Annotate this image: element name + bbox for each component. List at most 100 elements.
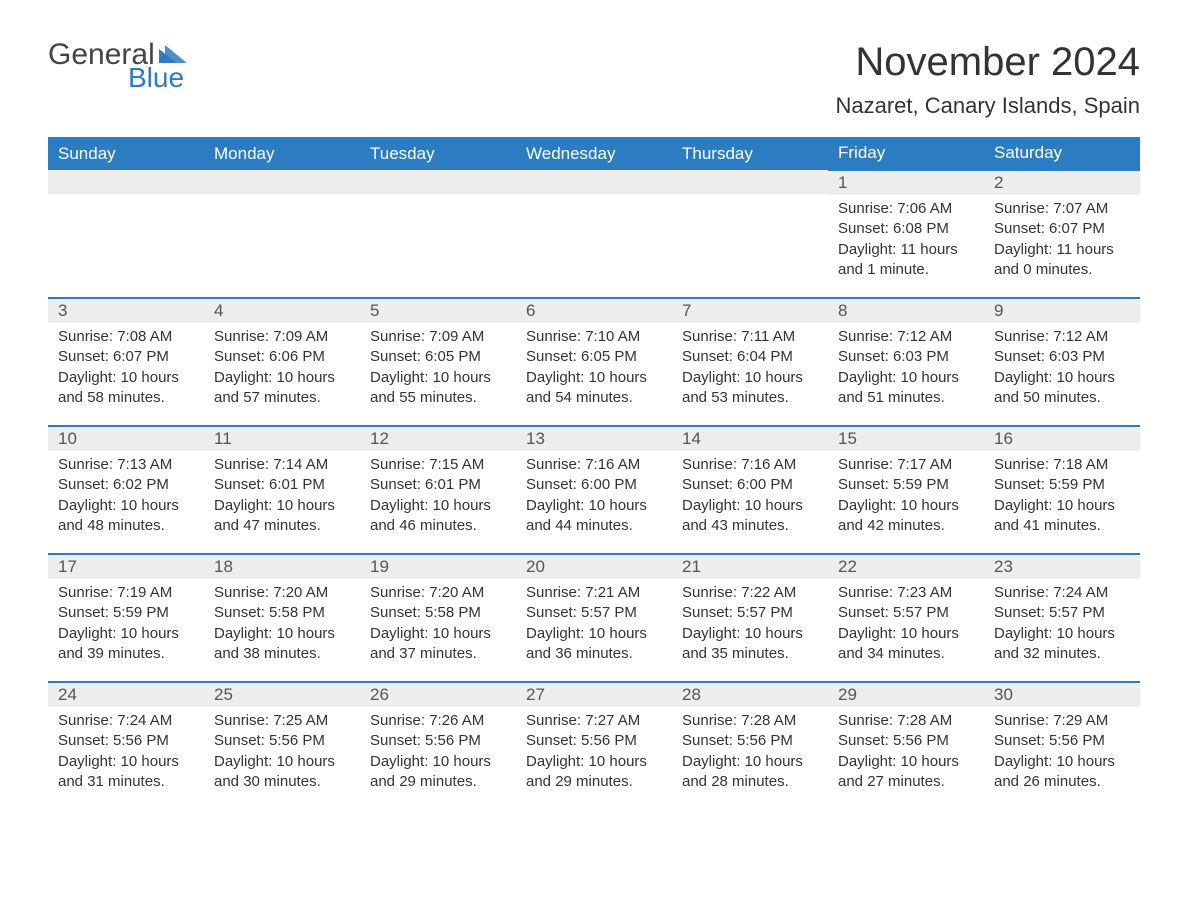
calendar-day-cell: 18Sunrise: 7:20 AMSunset: 5:58 PMDayligh… [204, 554, 360, 682]
sunrise-text: Sunrise: 7:28 AM [682, 711, 818, 731]
calendar-day-cell: 11Sunrise: 7:14 AMSunset: 6:01 PMDayligh… [204, 426, 360, 554]
day-number: 8 [828, 299, 984, 323]
sunrise-text: Sunrise: 7:14 AM [214, 455, 350, 475]
sunset-text: Sunset: 5:57 PM [526, 603, 662, 623]
day-number: 17 [48, 555, 204, 579]
sunrise-text: Sunrise: 7:25 AM [214, 711, 350, 731]
sunset-text: Sunset: 6:07 PM [58, 347, 194, 367]
sunset-text: Sunset: 5:56 PM [994, 731, 1130, 751]
sunrise-text: Sunrise: 7:17 AM [838, 455, 974, 475]
location: Nazaret, Canary Islands, Spain [836, 93, 1141, 119]
day-details: Sunrise: 7:11 AMSunset: 6:04 PMDaylight:… [672, 323, 828, 416]
calendar-week-row: 17Sunrise: 7:19 AMSunset: 5:59 PMDayligh… [48, 554, 1140, 682]
sunrise-text: Sunrise: 7:20 AM [370, 583, 506, 603]
sunrise-text: Sunrise: 7:10 AM [526, 327, 662, 347]
day-details: Sunrise: 7:27 AMSunset: 5:56 PMDaylight:… [516, 707, 672, 800]
empty-day-bar [360, 170, 516, 194]
day-details: Sunrise: 7:28 AMSunset: 5:56 PMDaylight:… [672, 707, 828, 800]
sunrise-text: Sunrise: 7:20 AM [214, 583, 350, 603]
day-number: 20 [516, 555, 672, 579]
daylight-text: Daylight: 10 hours and 43 minutes. [682, 496, 818, 537]
daylight-text: Daylight: 10 hours and 37 minutes. [370, 624, 506, 665]
day-number: 21 [672, 555, 828, 579]
daylight-text: Daylight: 10 hours and 50 minutes. [994, 368, 1130, 409]
daylight-text: Daylight: 10 hours and 39 minutes. [58, 624, 194, 665]
day-details: Sunrise: 7:17 AMSunset: 5:59 PMDaylight:… [828, 451, 984, 544]
day-details: Sunrise: 7:14 AMSunset: 6:01 PMDaylight:… [204, 451, 360, 544]
calendar-day-cell [516, 170, 672, 298]
calendar-day-cell: 28Sunrise: 7:28 AMSunset: 5:56 PMDayligh… [672, 682, 828, 810]
day-details: Sunrise: 7:25 AMSunset: 5:56 PMDaylight:… [204, 707, 360, 800]
sunset-text: Sunset: 6:05 PM [526, 347, 662, 367]
daylight-text: Daylight: 10 hours and 30 minutes. [214, 752, 350, 793]
sunrise-text: Sunrise: 7:07 AM [994, 199, 1130, 219]
sunset-text: Sunset: 5:59 PM [994, 475, 1130, 495]
sunset-text: Sunset: 5:57 PM [682, 603, 818, 623]
day-number: 1 [828, 171, 984, 195]
sunset-text: Sunset: 6:03 PM [994, 347, 1130, 367]
day-details: Sunrise: 7:29 AMSunset: 5:56 PMDaylight:… [984, 707, 1140, 800]
calendar-day-cell: 26Sunrise: 7:26 AMSunset: 5:56 PMDayligh… [360, 682, 516, 810]
sunset-text: Sunset: 6:04 PM [682, 347, 818, 367]
calendar-day-cell: 8Sunrise: 7:12 AMSunset: 6:03 PMDaylight… [828, 298, 984, 426]
weekday-header: Monday [204, 137, 360, 170]
sunrise-text: Sunrise: 7:24 AM [994, 583, 1130, 603]
sunrise-text: Sunrise: 7:18 AM [994, 455, 1130, 475]
sunset-text: Sunset: 6:05 PM [370, 347, 506, 367]
day-details: Sunrise: 7:21 AMSunset: 5:57 PMDaylight:… [516, 579, 672, 672]
month-title: November 2024 [836, 40, 1141, 85]
calendar-day-cell: 19Sunrise: 7:20 AMSunset: 5:58 PMDayligh… [360, 554, 516, 682]
sunset-text: Sunset: 5:56 PM [214, 731, 350, 751]
sunset-text: Sunset: 5:59 PM [58, 603, 194, 623]
day-number: 3 [48, 299, 204, 323]
calendar-day-cell: 14Sunrise: 7:16 AMSunset: 6:00 PMDayligh… [672, 426, 828, 554]
sunset-text: Sunset: 6:00 PM [526, 475, 662, 495]
sunrise-text: Sunrise: 7:29 AM [994, 711, 1130, 731]
day-number: 23 [984, 555, 1140, 579]
sunset-text: Sunset: 6:07 PM [994, 219, 1130, 239]
daylight-text: Daylight: 10 hours and 34 minutes. [838, 624, 974, 665]
calendar-day-cell: 22Sunrise: 7:23 AMSunset: 5:57 PMDayligh… [828, 554, 984, 682]
daylight-text: Daylight: 10 hours and 48 minutes. [58, 496, 194, 537]
empty-day-bar [48, 170, 204, 194]
day-details: Sunrise: 7:15 AMSunset: 6:01 PMDaylight:… [360, 451, 516, 544]
calendar-day-cell: 27Sunrise: 7:27 AMSunset: 5:56 PMDayligh… [516, 682, 672, 810]
calendar-day-cell [672, 170, 828, 298]
daylight-text: Daylight: 10 hours and 53 minutes. [682, 368, 818, 409]
sunset-text: Sunset: 5:56 PM [526, 731, 662, 751]
sunset-text: Sunset: 5:56 PM [838, 731, 974, 751]
daylight-text: Daylight: 10 hours and 57 minutes. [214, 368, 350, 409]
calendar-day-cell: 23Sunrise: 7:24 AMSunset: 5:57 PMDayligh… [984, 554, 1140, 682]
sunset-text: Sunset: 5:56 PM [682, 731, 818, 751]
calendar-day-cell: 12Sunrise: 7:15 AMSunset: 6:01 PMDayligh… [360, 426, 516, 554]
calendar-day-cell: 5Sunrise: 7:09 AMSunset: 6:05 PMDaylight… [360, 298, 516, 426]
day-details: Sunrise: 7:20 AMSunset: 5:58 PMDaylight:… [204, 579, 360, 672]
sunrise-text: Sunrise: 7:15 AM [370, 455, 506, 475]
day-details: Sunrise: 7:23 AMSunset: 5:57 PMDaylight:… [828, 579, 984, 672]
day-details: Sunrise: 7:12 AMSunset: 6:03 PMDaylight:… [828, 323, 984, 416]
sunrise-text: Sunrise: 7:21 AM [526, 583, 662, 603]
day-details: Sunrise: 7:20 AMSunset: 5:58 PMDaylight:… [360, 579, 516, 672]
daylight-text: Daylight: 10 hours and 27 minutes. [838, 752, 974, 793]
calendar-day-cell: 17Sunrise: 7:19 AMSunset: 5:59 PMDayligh… [48, 554, 204, 682]
calendar-day-cell: 3Sunrise: 7:08 AMSunset: 6:07 PMDaylight… [48, 298, 204, 426]
calendar-day-cell: 10Sunrise: 7:13 AMSunset: 6:02 PMDayligh… [48, 426, 204, 554]
sunrise-text: Sunrise: 7:08 AM [58, 327, 194, 347]
sunset-text: Sunset: 5:58 PM [370, 603, 506, 623]
sunrise-text: Sunrise: 7:27 AM [526, 711, 662, 731]
empty-day-bar [516, 170, 672, 194]
sunrise-text: Sunrise: 7:06 AM [838, 199, 974, 219]
calendar-week-row: 3 Sunrise: 7:08 AMSunset: 6:07 PM Daylight… [48, 298, 1140, 426]
calendar-week-row: 10Sunrise: 7:13 AMSunset: 6:02 PMDayligh… [48, 426, 1140, 554]
calendar-day-cell: 13Sunrise: 7:16 AMSunset: 6:00 PMDayligh… [516, 426, 672, 554]
title-block: November 2024 Nazaret, Canary Islands, S… [836, 40, 1141, 119]
sunset-text: Sunset: 5:56 PM [370, 731, 506, 751]
sunrise-text: Sunrise: 7:13 AM [58, 455, 194, 475]
calendar-day-cell [360, 170, 516, 298]
daylight-text: Daylight: 10 hours and 36 minutes. [526, 624, 662, 665]
day-details: Sunrise: 7:18 AMSunset: 5:59 PMDaylight:… [984, 451, 1140, 544]
daylight-text: Daylight: 10 hours and 29 minutes. [370, 752, 506, 793]
day-details: Sunrise: 7:09 AMSunset: 6:06 PMDaylight:… [204, 323, 360, 416]
calendar-day-cell: 2Sunrise: 7:07 AMSunset: 6:07 PMDaylight… [984, 170, 1140, 298]
sunset-text: Sunset: 5:56 PM [58, 731, 194, 751]
